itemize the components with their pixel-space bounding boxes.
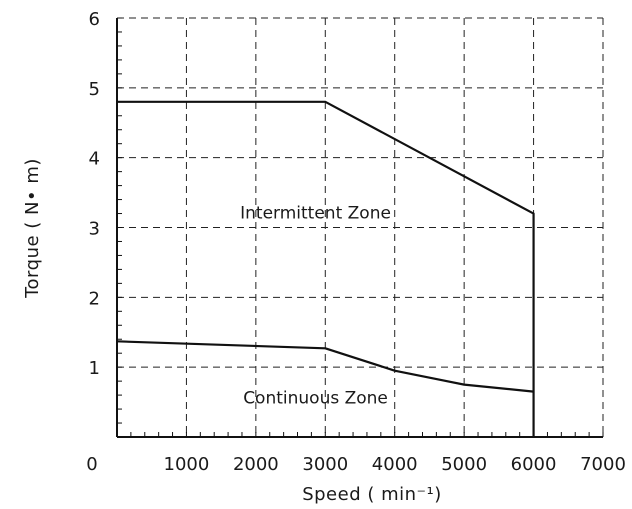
y-tick-label-3: 4: [89, 149, 100, 170]
y-tick-label-5: 6: [89, 9, 100, 30]
x-tick-label-7: 7000: [580, 454, 626, 475]
x-tick-labels: 0 1000 2000 3000 4000 5000 6000 7000: [86, 454, 626, 475]
x-tick-label-6: 6000: [511, 454, 557, 475]
grid: [117, 17, 604, 437]
x-tick-label-3: 3000: [302, 454, 348, 475]
x-tick-label-1: 1000: [164, 454, 210, 475]
zone-label-0: Intermittent Zone: [240, 204, 391, 224]
y-tick-label-4: 5: [89, 79, 100, 100]
x-tick-label-4: 4000: [372, 454, 418, 475]
x-tick-label-5: 5000: [441, 454, 487, 475]
y-tick-label-1: 2: [89, 288, 100, 309]
y-tick-labels: 1 2 3 4 5 6: [89, 9, 100, 379]
series-line-1: [116, 340, 534, 393]
y-axis-label: Torque ( N• m): [22, 158, 43, 299]
x-tick-label-0: 0: [86, 454, 97, 475]
x-tick-label-2: 2000: [233, 454, 279, 475]
series-line-0: [117, 100, 535, 437]
y-tick-label-0: 1: [89, 358, 100, 379]
series-group: [116, 100, 535, 437]
annotations: Intermittent Zone Continuous Zone: [240, 204, 391, 409]
y-tick-label-2: 3: [89, 219, 100, 240]
zone-label-1: Continuous Zone: [243, 389, 388, 409]
x-axis-label: Speed ( min⁻¹): [302, 484, 442, 505]
axes: [116, 17, 604, 438]
